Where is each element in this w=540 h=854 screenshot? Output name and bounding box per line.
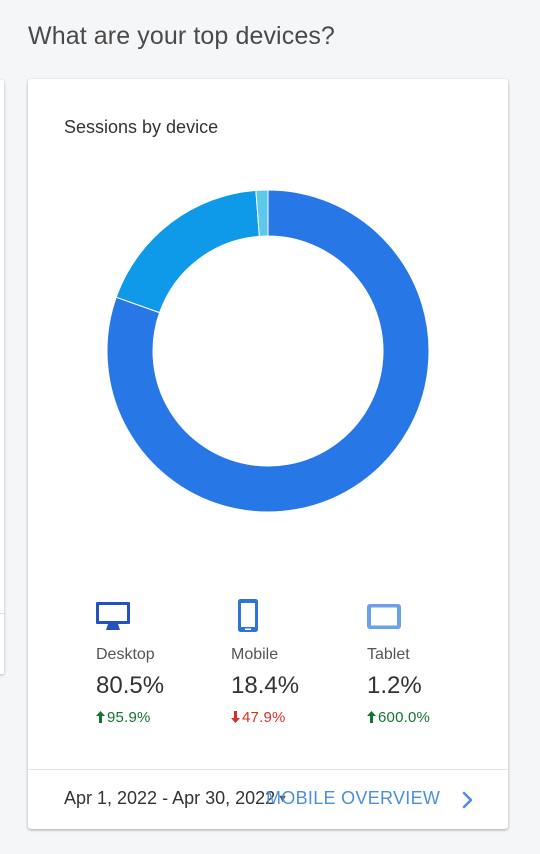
adjacent-card-divider — [0, 613, 4, 614]
device-change: 47.9% — [231, 709, 351, 726]
device-share: 80.5% — [96, 672, 165, 699]
card-title: Sessions by device — [64, 117, 219, 137]
device-name: Mobile — [231, 646, 279, 663]
device-change-value: 600.0% — [378, 709, 431, 726]
chevron-right-icon[interactable] — [458, 789, 478, 811]
sessions-donut-chart[interactable] — [28, 79, 508, 599]
date-range-selector[interactable]: Apr 1, 2022 - Apr 30, 2022 ▼ — [64, 788, 288, 809]
device-mobile[interactable]: Mobile 18.4% 47.9% — [231, 599, 351, 726]
device-share: 18.4% — [231, 672, 300, 699]
adjacent-card — [0, 80, 4, 674]
mobile-overview-link[interactable]: MOBILE OVERVIEW — [266, 788, 441, 808]
arrow-up-icon — [367, 711, 376, 723]
tablet-icon — [367, 604, 401, 629]
device-change: 95.9% — [96, 709, 216, 726]
sessions-by-device-card: Sessions by device Desktop 80.5% 95.9% M… — [28, 79, 508, 829]
date-range-label: Apr 1, 2022 - Apr 30, 2022 — [64, 788, 276, 808]
device-name: Tablet — [367, 646, 410, 663]
donut-slice-desktop[interactable] — [106, 189, 430, 513]
device-change-value: 47.9% — [242, 709, 286, 726]
device-desktop[interactable]: Desktop 80.5% 95.9% — [96, 599, 216, 726]
desktop-icon — [96, 602, 130, 630]
donut-slice-mobile[interactable] — [115, 189, 260, 314]
device-change-value: 95.9% — [107, 709, 151, 726]
mobile-icon — [238, 599, 258, 632]
page-heading: What are your top devices? — [28, 22, 335, 50]
footer-divider — [28, 769, 508, 770]
device-name: Desktop — [96, 646, 155, 663]
device-change: 600.0% — [367, 709, 487, 726]
arrow-down-icon — [231, 711, 240, 723]
donut-slice-tablet[interactable] — [255, 189, 269, 237]
caret-down-icon: ▼ — [277, 793, 289, 805]
device-tablet[interactable]: Tablet 1.2% 600.0% — [367, 599, 487, 726]
device-share: 1.2% — [367, 672, 422, 699]
arrow-up-icon — [96, 711, 105, 723]
